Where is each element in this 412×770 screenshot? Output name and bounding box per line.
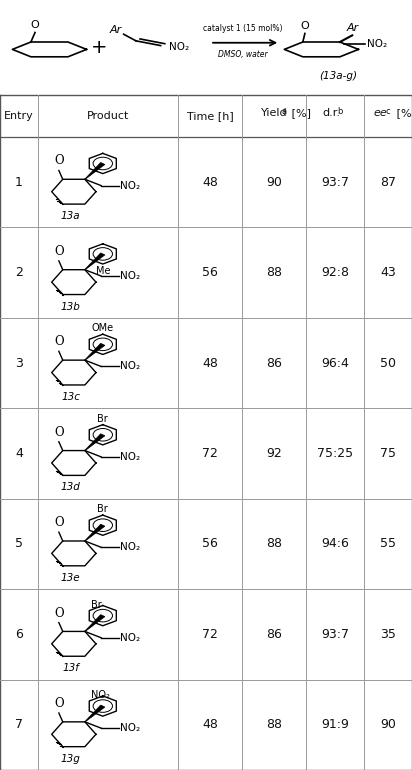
Text: NO₂: NO₂ (120, 723, 140, 733)
Text: NO₂: NO₂ (169, 42, 189, 52)
Text: 13g: 13g (61, 754, 80, 764)
Text: 6: 6 (15, 628, 23, 641)
Text: 88: 88 (266, 718, 282, 732)
Text: +: + (91, 38, 107, 57)
Text: O: O (54, 697, 64, 710)
Text: d.r.: d.r. (322, 108, 340, 118)
Text: O: O (54, 336, 64, 348)
Text: 92: 92 (266, 447, 282, 460)
Text: 72: 72 (202, 628, 218, 641)
Text: 86: 86 (266, 357, 282, 370)
Text: O: O (300, 21, 309, 31)
Text: O: O (54, 245, 64, 258)
Text: 88: 88 (266, 537, 282, 551)
Text: 48: 48 (202, 718, 218, 732)
Text: Me: Me (96, 266, 110, 276)
Text: DMSO, water: DMSO, water (218, 49, 268, 59)
Polygon shape (85, 162, 105, 179)
Text: b: b (337, 106, 343, 115)
Text: 13b: 13b (61, 302, 80, 312)
Text: 96:4: 96:4 (321, 357, 349, 370)
Text: 75:25: 75:25 (317, 447, 353, 460)
Text: 13a: 13a (61, 211, 80, 221)
Polygon shape (85, 253, 105, 270)
Text: 13c: 13c (61, 392, 80, 402)
Text: 1: 1 (15, 176, 23, 189)
Text: 4: 4 (15, 447, 23, 460)
Text: 50: 50 (380, 357, 396, 370)
Text: NO₂: NO₂ (120, 633, 140, 643)
Text: 13d: 13d (61, 483, 80, 493)
Text: 35: 35 (380, 628, 396, 641)
Text: Entry: Entry (4, 111, 34, 121)
Text: Ar: Ar (109, 25, 122, 35)
Text: NO₂: NO₂ (120, 271, 140, 281)
Text: ee: ee (373, 108, 387, 118)
Text: 75: 75 (380, 447, 396, 460)
Text: [%]: [%] (288, 108, 311, 118)
Text: Ar: Ar (346, 23, 358, 33)
Text: 91:9: 91:9 (321, 718, 349, 732)
Text: Br: Br (97, 504, 108, 514)
Text: 94:6: 94:6 (321, 537, 349, 551)
Text: O: O (30, 20, 40, 30)
Text: 86: 86 (266, 628, 282, 641)
Text: NO₂: NO₂ (120, 542, 140, 552)
Text: 43: 43 (380, 266, 396, 280)
Text: OMe: OMe (92, 323, 114, 333)
Text: 56: 56 (202, 537, 218, 551)
Text: O: O (54, 155, 64, 168)
Text: (13a-g): (13a-g) (319, 71, 357, 81)
Text: NO₂: NO₂ (120, 452, 140, 462)
Polygon shape (85, 524, 105, 541)
Text: 13e: 13e (61, 573, 80, 583)
Text: 90: 90 (266, 176, 282, 189)
Text: Yield: Yield (261, 108, 287, 118)
Polygon shape (85, 614, 105, 631)
Text: 88: 88 (266, 266, 282, 280)
Text: 55: 55 (380, 537, 396, 551)
Text: NO₂: NO₂ (91, 690, 110, 700)
Text: O: O (54, 426, 64, 439)
Text: 48: 48 (202, 176, 218, 189)
Text: O: O (54, 607, 64, 620)
Text: 92:8: 92:8 (321, 266, 349, 280)
Text: Product: Product (87, 111, 129, 121)
Text: 87: 87 (380, 176, 396, 189)
Text: Br: Br (91, 600, 102, 610)
Polygon shape (85, 343, 105, 360)
Text: 2: 2 (15, 266, 23, 280)
Text: catalyst 1 (15 mol%): catalyst 1 (15 mol%) (204, 24, 283, 33)
Text: [%]: [%] (393, 108, 412, 118)
Text: 56: 56 (202, 266, 218, 280)
Text: O: O (54, 516, 64, 529)
Polygon shape (85, 705, 105, 722)
Text: 13f: 13f (62, 663, 79, 673)
Text: NO₂: NO₂ (367, 39, 387, 49)
Text: 93:7: 93:7 (321, 176, 349, 189)
Text: c: c (386, 106, 390, 115)
Text: Br: Br (97, 413, 108, 424)
Text: NO₂: NO₂ (120, 361, 140, 371)
Polygon shape (85, 434, 105, 450)
Text: 93:7: 93:7 (321, 628, 349, 641)
Text: 72: 72 (202, 447, 218, 460)
Text: a: a (281, 106, 287, 115)
Text: 3: 3 (15, 357, 23, 370)
Text: 48: 48 (202, 357, 218, 370)
Text: 5: 5 (15, 537, 23, 551)
Text: Time [h]: Time [h] (187, 111, 233, 121)
Text: NO₂: NO₂ (120, 181, 140, 191)
Text: 90: 90 (380, 718, 396, 732)
Text: 7: 7 (15, 718, 23, 732)
